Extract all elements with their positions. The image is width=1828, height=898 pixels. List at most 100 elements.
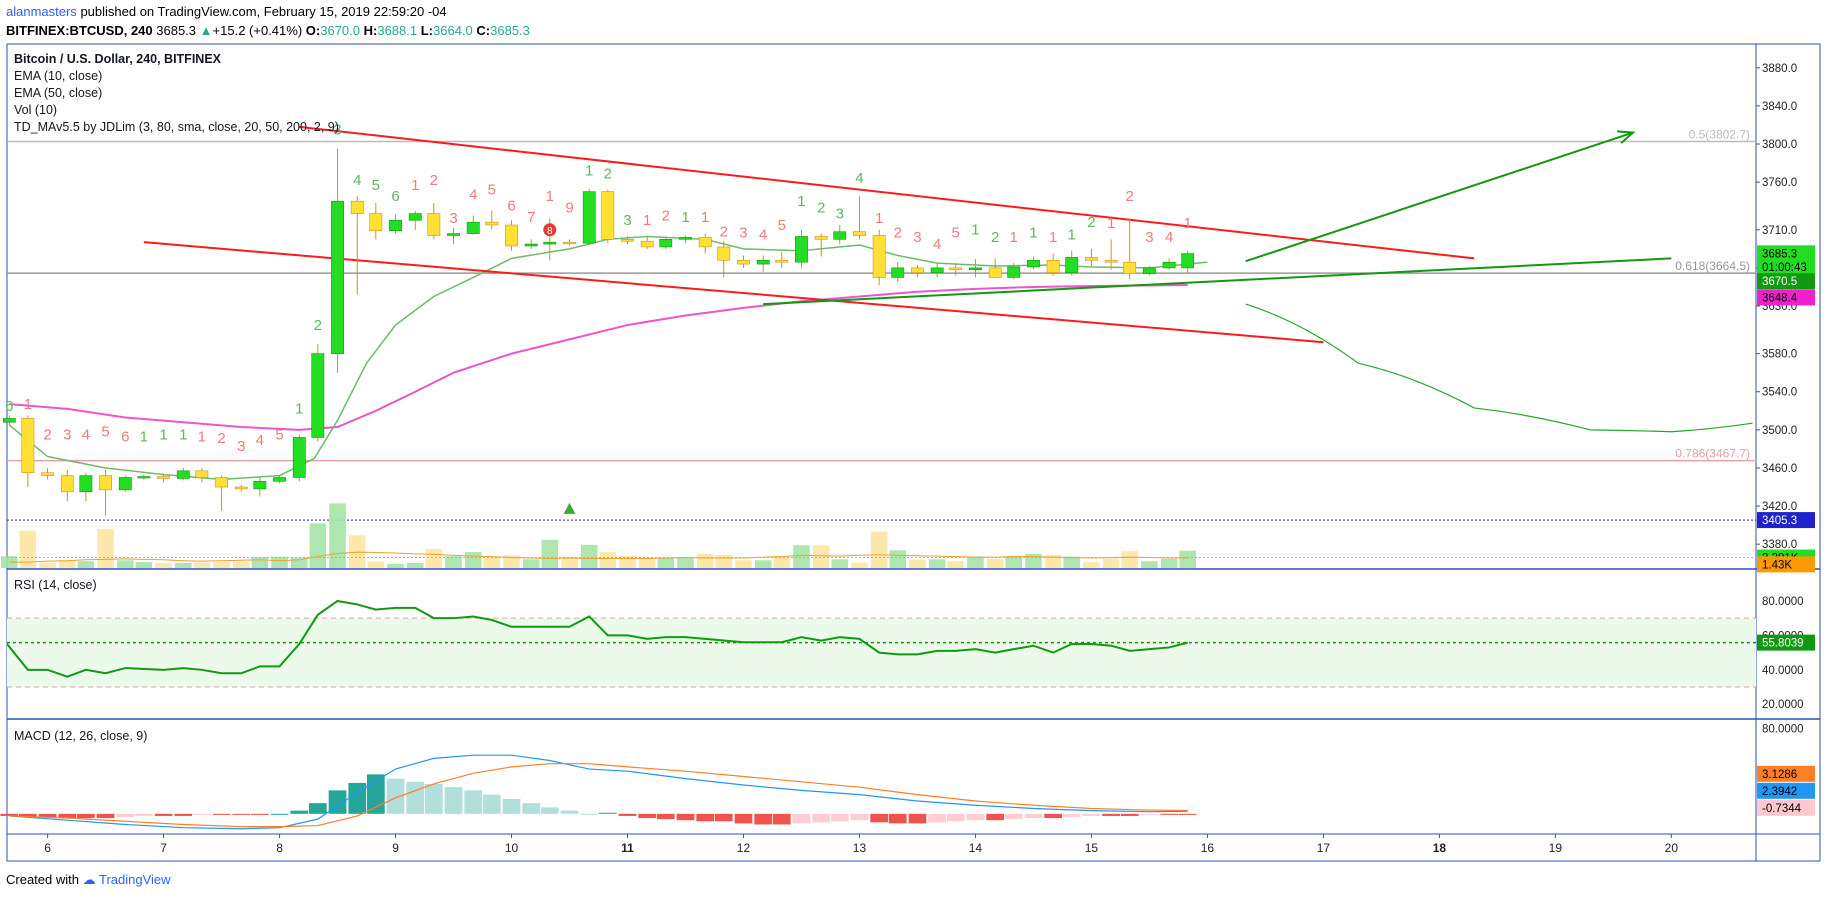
macd-histogram-bar <box>772 813 791 825</box>
candle-down <box>505 224 518 247</box>
legend-volume[interactable]: Vol (10) <box>14 103 58 117</box>
volume-bar <box>367 561 385 568</box>
td-count-label: 6 <box>5 398 13 415</box>
price-badge: 3405.3 <box>1762 515 1797 527</box>
td-count-label: 1 <box>179 426 187 443</box>
volume-pane[interactable] <box>1 503 1756 568</box>
price-change: +15.2 (+0.41%) <box>212 23 303 38</box>
td-count-label: 6 <box>121 428 129 445</box>
tradingview-logo[interactable]: ☁ TradingView <box>83 872 171 887</box>
candle-down <box>99 475 112 491</box>
candle-up <box>118 477 132 491</box>
td-count-label: 2 <box>217 430 225 447</box>
price-tick-label: 3460.0 <box>1762 463 1797 475</box>
td-count-label: 1 <box>643 212 651 229</box>
close-value: 3685.3 <box>490 23 530 38</box>
candle-up <box>447 233 460 236</box>
legend-ema10[interactable]: EMA (10, close) <box>14 69 103 83</box>
volume-bar <box>1102 558 1120 568</box>
time-tick-label: 7 <box>160 841 167 855</box>
author-link[interactable]: alanmasters <box>6 4 77 19</box>
td-count-label: 2 <box>817 200 825 217</box>
macd-histogram-bar <box>58 813 77 819</box>
td-count-label: 3 <box>449 210 457 227</box>
price-pane[interactable]: 0.5(3802.7)0.618(3664.5)0.786(3467.7)6 12… <box>2 122 1756 521</box>
candle-down <box>350 200 364 214</box>
volume-bar <box>290 557 308 568</box>
volume-bar <box>599 552 617 568</box>
legend-td-indicator[interactable]: TD_MAv5.5 by JDLim (3, 80, sma, close, 2… <box>14 120 339 134</box>
volume-bar <box>251 557 269 568</box>
time-tick-label: 18 <box>1433 841 1447 855</box>
price-tick-label: 3710.0 <box>1762 225 1797 237</box>
volume-bar <box>812 545 830 568</box>
macd-histogram-bar <box>540 807 559 814</box>
volume-bar <box>309 523 327 568</box>
legend-ema50[interactable]: EMA (50, close) <box>14 86 103 100</box>
rsi-value-badge-bg <box>1757 634 1815 651</box>
volume-bar <box>406 562 424 568</box>
price-badge: 3648.4 <box>1762 292 1798 304</box>
candle-up <box>292 437 306 478</box>
macd-histogram-bar <box>212 813 231 815</box>
macd-histogram-bar <box>928 813 947 823</box>
volume-bar <box>793 545 810 568</box>
candle-up <box>659 239 673 248</box>
macd-histogram-bar <box>502 798 521 814</box>
candle-down <box>775 259 789 263</box>
td-count-label: 2 <box>1126 188 1134 205</box>
time-tick-label: 14 <box>969 841 983 855</box>
td-count-label: 3 <box>237 438 245 455</box>
volume-bar <box>117 560 134 568</box>
time-tick-label: 8 <box>276 841 283 855</box>
macd-histogram-bar <box>908 813 927 824</box>
outer-border <box>6 43 1821 862</box>
price-tick-label: 3500.0 <box>1762 425 1797 437</box>
volume-bar <box>193 562 211 568</box>
volume-badge: 1.43K <box>1762 559 1792 571</box>
macd-legend[interactable]: MACD (12, 26, close, 9) <box>14 729 148 743</box>
macd-histogram-bar <box>406 781 425 814</box>
candle-down <box>911 267 924 273</box>
volume-bar <box>889 550 907 568</box>
candle-up <box>408 213 422 221</box>
volume-bar <box>1083 562 1100 568</box>
macd-pane[interactable] <box>0 754 1197 830</box>
candle-down <box>988 267 1002 278</box>
td-count-label: 2 <box>894 224 902 241</box>
macd-histogram-bar <box>366 774 385 814</box>
candle-up <box>679 237 692 240</box>
candle-up <box>1162 261 1176 269</box>
time-tick-label: 13 <box>853 841 867 855</box>
td-count-label: 1 <box>971 222 979 239</box>
td-count-label: 1 <box>1010 229 1018 246</box>
macd-value-badge-bg <box>1757 782 1815 799</box>
volume-bar <box>986 558 1004 568</box>
rsi-legend[interactable]: RSI (14, close) <box>14 578 97 592</box>
candle-up <box>1007 266 1021 278</box>
macd-histogram-bar <box>328 790 347 814</box>
projection-curve <box>1245 303 1753 433</box>
rsi-pane[interactable] <box>6 599 1756 688</box>
candle-up <box>389 219 402 232</box>
candle-down <box>949 267 963 271</box>
time-tick-label: 15 <box>1085 841 1099 855</box>
candle-down <box>427 213 441 236</box>
price-badge-bg <box>1757 289 1815 306</box>
candle-down <box>1046 259 1060 273</box>
fib-level-label: 0.5(3802.7) <box>1689 127 1750 141</box>
candle-down <box>814 236 828 240</box>
td-count-label: 3 <box>913 229 921 246</box>
volume-bar <box>561 557 578 568</box>
macd-value-badge-bg <box>1757 765 1815 782</box>
volume-bar <box>638 557 656 568</box>
volume-bar <box>754 560 772 568</box>
volume-bar <box>59 559 76 568</box>
price-badge-bg <box>1757 245 1815 262</box>
candle-down <box>60 475 74 493</box>
macd-histogram-bar <box>1120 813 1139 816</box>
rsi-tick-label: 20.0000 <box>1762 699 1804 711</box>
candle-up <box>891 267 905 278</box>
high-value: 3688.1 <box>377 23 418 38</box>
